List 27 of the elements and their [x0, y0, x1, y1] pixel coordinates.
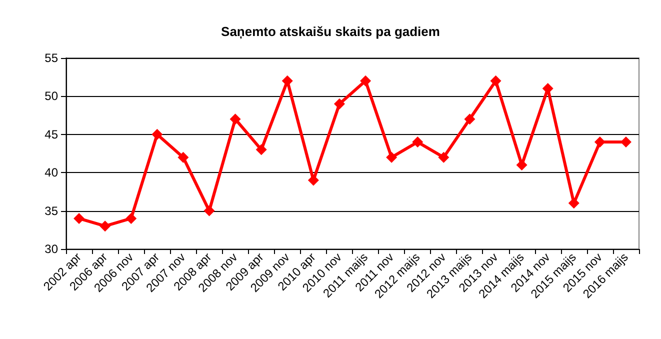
- point: [308, 174, 319, 186]
- point: [360, 75, 372, 86]
- y-tick-label: 55: [44, 51, 58, 65]
- y-tick-label: 35: [44, 204, 58, 218]
- point: [204, 205, 215, 216]
- point: [230, 114, 241, 125]
- point: [464, 114, 476, 125]
- point: [516, 159, 528, 170]
- y-tick-label: 40: [44, 166, 58, 180]
- point: [256, 144, 267, 156]
- point: [334, 98, 345, 110]
- point: [152, 128, 163, 140]
- point: [490, 75, 502, 86]
- point: [282, 75, 293, 86]
- point: [100, 220, 111, 232]
- point: [126, 212, 137, 224]
- y-tick-label: 50: [44, 89, 58, 104]
- y-tick-label: 45: [44, 127, 58, 142]
- point: [412, 136, 424, 148]
- point: [594, 136, 606, 148]
- chart-title: Saņemto atskaišu skaits pa gadiem: [221, 24, 440, 39]
- y-tick-label: 30: [44, 242, 58, 256]
- point: [438, 152, 450, 163]
- point: [178, 152, 189, 163]
- point: [74, 212, 85, 224]
- point: [568, 198, 580, 209]
- point: [386, 152, 398, 163]
